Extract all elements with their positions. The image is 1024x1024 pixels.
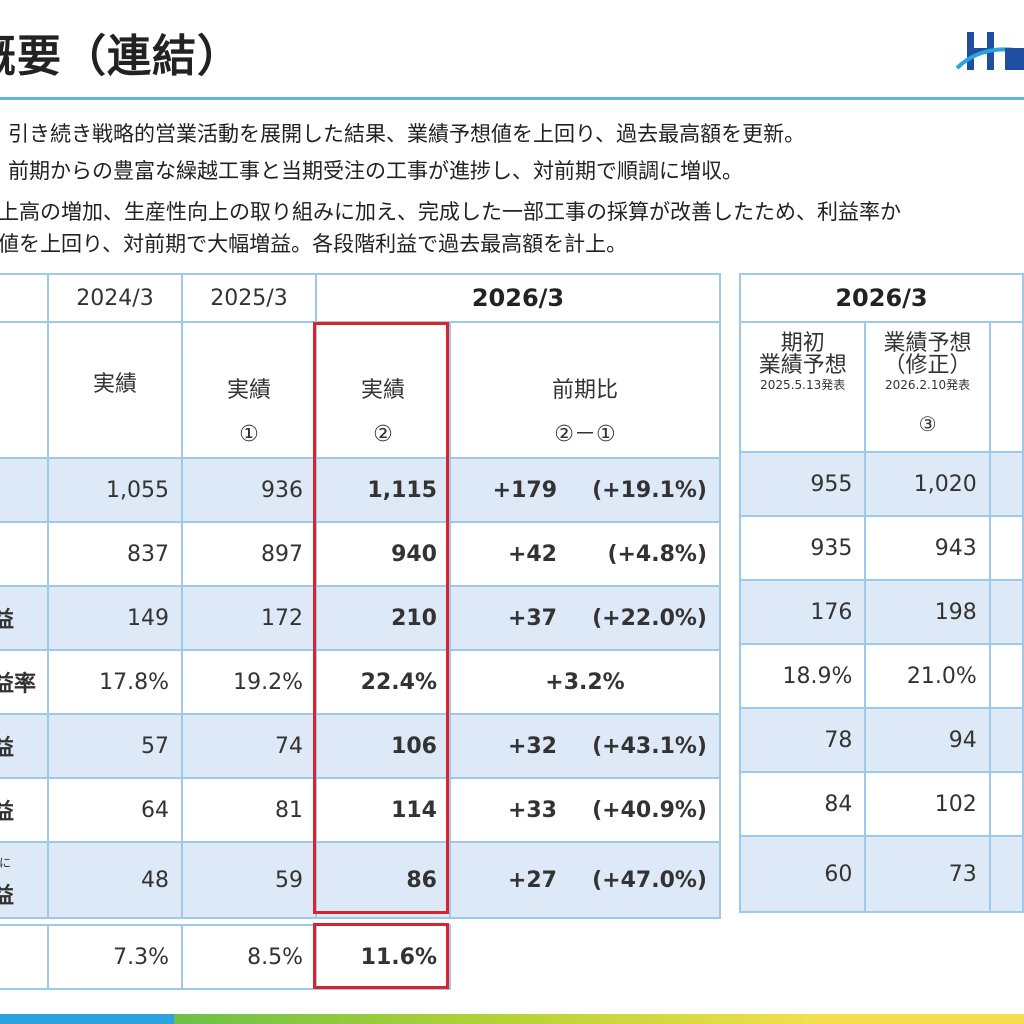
page-title: 概要（連結）	[0, 31, 242, 82]
table-row: 益 57 74 106 +32(+43.1%)	[0, 713, 721, 779]
table-row: 60 73	[738, 835, 1024, 913]
table-row: 18.9% 21.0%	[738, 643, 1024, 709]
forecast-table: 2026/3 期初 業績予想 2025.5.13発表 業績予想 （修正） 202…	[738, 273, 1024, 913]
table-row: 7.3% 8.5% 11.6%	[0, 924, 451, 990]
table-row: 益 149 172 210 +37(+22.0%)	[0, 585, 721, 651]
header-2024: 2024/3	[47, 273, 183, 323]
table-row: 78 94	[738, 707, 1024, 773]
title-rule	[0, 97, 1024, 100]
forecast-revised-head: 業績予想 （修正） 2026.2.10発表 ③	[864, 321, 991, 453]
results-table: 2024/3 2025/3 2026/3 実績 実績 ① 実績 ② 前期比 ②－① 1…	[0, 273, 721, 919]
bullet-2: 前期からの豊富な繰越工事と当期受注の工事が進捗し、対前期で順調に増収。	[8, 159, 743, 183]
bullet-3: 上高の増加、生産性向上の取り組みに加え、完成した一部工事の採算が改善したため、利…	[0, 200, 901, 224]
bullet-4: 値を上回り、対前期で大幅増益。各段階利益で過去最高額を計上。	[0, 232, 628, 256]
forecast-header: 2026/3	[739, 273, 1024, 323]
company-logo	[955, 32, 1024, 70]
table-row: 955 1,020	[738, 451, 1024, 517]
forecast-initial-head: 期初 業績予想 2025.5.13発表	[738, 321, 867, 453]
header-label-cell	[0, 273, 49, 323]
highlight-box-margin	[313, 923, 449, 989]
extra-row-table: 7.3% 8.5% 11.6%	[0, 924, 451, 990]
table-row: 935 943	[738, 515, 1024, 581]
table-row: 84 102	[738, 771, 1024, 837]
bullet-1: 引き続き戦略的営業活動を展開した結果、業績予想値を上回り、過去最高額を更新。	[8, 122, 806, 146]
table-row: 837 897 940 +42 (+4.8%)	[0, 521, 721, 587]
subheader-label-cell	[0, 321, 49, 459]
footer-color-strip	[0, 1014, 1024, 1024]
table-row: 1,055 936 1,115 +179 (+19.1%)	[0, 457, 721, 523]
highlight-box-2026	[313, 322, 449, 914]
subheader-2024: 実績	[47, 321, 183, 459]
header-2026: 2026/3	[315, 273, 721, 323]
header-2025: 2025/3	[181, 273, 317, 323]
table-row: 176 198	[738, 579, 1024, 645]
subheader-2025: 実績 ①	[181, 321, 317, 459]
table-row: 益 64 81 114 +33(+40.9%)	[0, 777, 721, 843]
table-row: に益 48 59 86 +27(+47.0%)	[0, 841, 721, 919]
table-row: 益率 17.8% 19.2% 22.4% +3.2%	[0, 649, 721, 715]
subheader-yoy: 前期比 ②－①	[449, 321, 721, 459]
